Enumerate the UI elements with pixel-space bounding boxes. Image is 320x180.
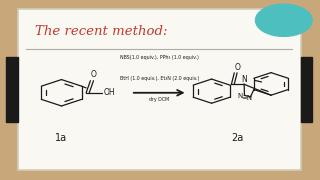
Text: The recent method:: The recent method:	[35, 25, 167, 38]
Text: 1a: 1a	[55, 133, 68, 143]
Text: dry DCM: dry DCM	[149, 97, 169, 102]
Text: O: O	[91, 70, 97, 79]
Bar	[6, 57, 18, 122]
Text: BtH (1.0 equiv.), Et₃N (2.0 equiv.): BtH (1.0 equiv.), Et₃N (2.0 equiv.)	[119, 76, 199, 81]
Text: N: N	[238, 93, 243, 99]
Text: =N: =N	[242, 95, 253, 101]
Text: OH: OH	[103, 88, 115, 97]
Text: N: N	[241, 75, 247, 84]
Circle shape	[255, 4, 312, 36]
Bar	[301, 57, 312, 122]
Text: O: O	[234, 63, 240, 72]
Text: 2a: 2a	[231, 133, 243, 143]
Text: NBS(1.0 equiv.), PPh₃ (1.0 equiv.): NBS(1.0 equiv.), PPh₃ (1.0 equiv.)	[120, 55, 199, 60]
